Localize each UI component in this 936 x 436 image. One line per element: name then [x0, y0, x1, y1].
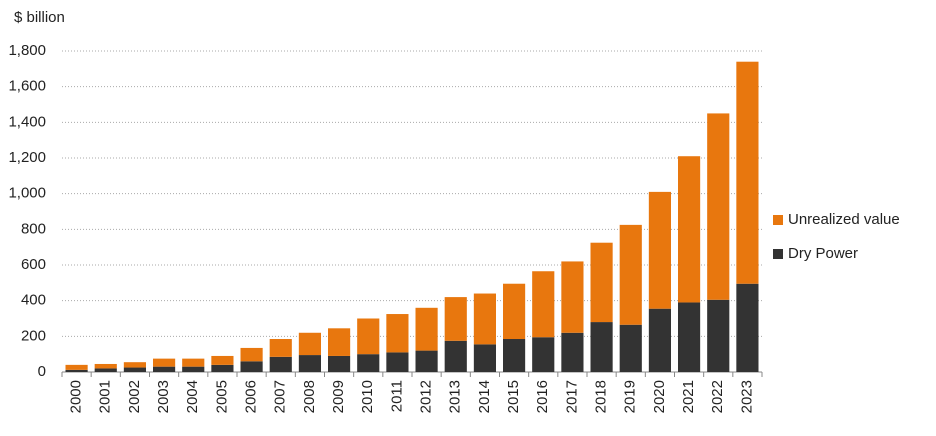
bar-segment — [240, 361, 263, 372]
x-tick-label: 2020 — [651, 380, 668, 413]
x-tick-label: 2008 — [301, 380, 318, 413]
bar-segment — [415, 350, 438, 372]
y-tick-label: 400 — [21, 292, 46, 309]
x-tick-label: 2000 — [68, 380, 85, 413]
bar-segment — [503, 339, 526, 372]
bar-segment — [415, 307, 438, 351]
bar-segment — [357, 318, 380, 355]
bar-segment — [328, 355, 351, 372]
legend-label: Unrealized value — [788, 211, 900, 228]
x-tick-label: 2012 — [418, 380, 435, 413]
x-tick-label: 2004 — [184, 380, 201, 413]
bar-segment — [678, 156, 701, 303]
bar-segment — [94, 363, 117, 369]
bar-segment — [357, 354, 380, 372]
x-tick-label: 2007 — [272, 380, 289, 413]
x-tick-label: 2016 — [534, 380, 551, 413]
y-tick-label: 0 — [38, 363, 46, 380]
x-tick-label: 2019 — [622, 380, 639, 413]
y-tick-label: 1,800 — [8, 42, 46, 59]
bar-segment — [707, 299, 730, 372]
bar-segment — [648, 308, 671, 372]
x-tick-label: 2005 — [213, 380, 230, 413]
y-axis-title: $ billion — [14, 9, 65, 26]
bar-segment — [65, 369, 88, 372]
bar-segment — [65, 364, 88, 370]
bar-segment — [707, 113, 730, 300]
bar-segment — [182, 366, 205, 372]
bar-segment — [590, 322, 613, 372]
bar-segment — [386, 314, 409, 353]
bar-segment — [269, 339, 292, 357]
bar-segment — [211, 364, 234, 372]
legend-swatch — [773, 215, 783, 225]
y-tick-label: 200 — [21, 327, 46, 344]
x-tick-label: 2023 — [738, 380, 755, 413]
x-tick-label: 2002 — [126, 380, 143, 413]
bar-segment — [386, 352, 409, 372]
bar-segment — [473, 293, 496, 345]
x-tick-label: 2013 — [447, 380, 464, 413]
x-tick-label: 2006 — [243, 380, 260, 413]
bar-segment — [736, 283, 759, 372]
bar-segment — [444, 340, 467, 372]
x-tick-label: 2018 — [593, 380, 610, 413]
bar-segment — [182, 358, 205, 367]
bar-segment — [123, 362, 146, 368]
bar-segment — [532, 337, 555, 372]
x-tick-label: 2022 — [709, 380, 726, 413]
bar-segment — [532, 271, 555, 338]
y-tick-label: 1,600 — [8, 78, 46, 95]
bar-segment — [123, 367, 146, 372]
x-tick-label: 2021 — [680, 380, 697, 413]
bar-segment — [153, 366, 176, 372]
legend-swatch — [773, 249, 783, 259]
x-tick-label: 2010 — [359, 380, 376, 413]
y-tick-label: 600 — [21, 256, 46, 273]
bar-segment — [269, 356, 292, 372]
bar-segment — [153, 358, 176, 367]
x-tick-label: 2011 — [388, 380, 405, 412]
x-tick-label: 2009 — [330, 380, 347, 413]
bar-segment — [298, 332, 321, 356]
x-tick-label: 2017 — [563, 380, 580, 413]
bar-segment — [619, 324, 642, 372]
bar-segment — [240, 347, 263, 362]
y-tick-label: 1,200 — [8, 149, 46, 166]
bar-segment — [736, 61, 759, 284]
y-tick-label: 800 — [21, 220, 46, 237]
bar-segment — [298, 355, 321, 372]
x-tick-label: 2003 — [155, 380, 172, 413]
bar-segment — [590, 242, 613, 323]
bar-segment — [473, 344, 496, 372]
bar-segment — [648, 191, 671, 309]
bar-segment — [328, 328, 351, 356]
bar-segment — [678, 302, 701, 372]
legend-label: Dry Power — [788, 245, 858, 262]
x-tick-label: 2001 — [97, 380, 114, 413]
bar-segment — [444, 297, 467, 341]
bar-segment — [561, 261, 584, 333]
y-tick-label: 1,000 — [8, 185, 46, 202]
bar-segment — [561, 332, 584, 372]
x-tick-label: 2014 — [476, 380, 493, 413]
bar-segment — [619, 224, 642, 325]
x-tick-label: 2015 — [505, 380, 522, 413]
bar-segment — [503, 283, 526, 340]
y-tick-label: 1,400 — [8, 113, 46, 130]
bar-segment — [94, 368, 117, 372]
bar-segment — [211, 355, 234, 365]
